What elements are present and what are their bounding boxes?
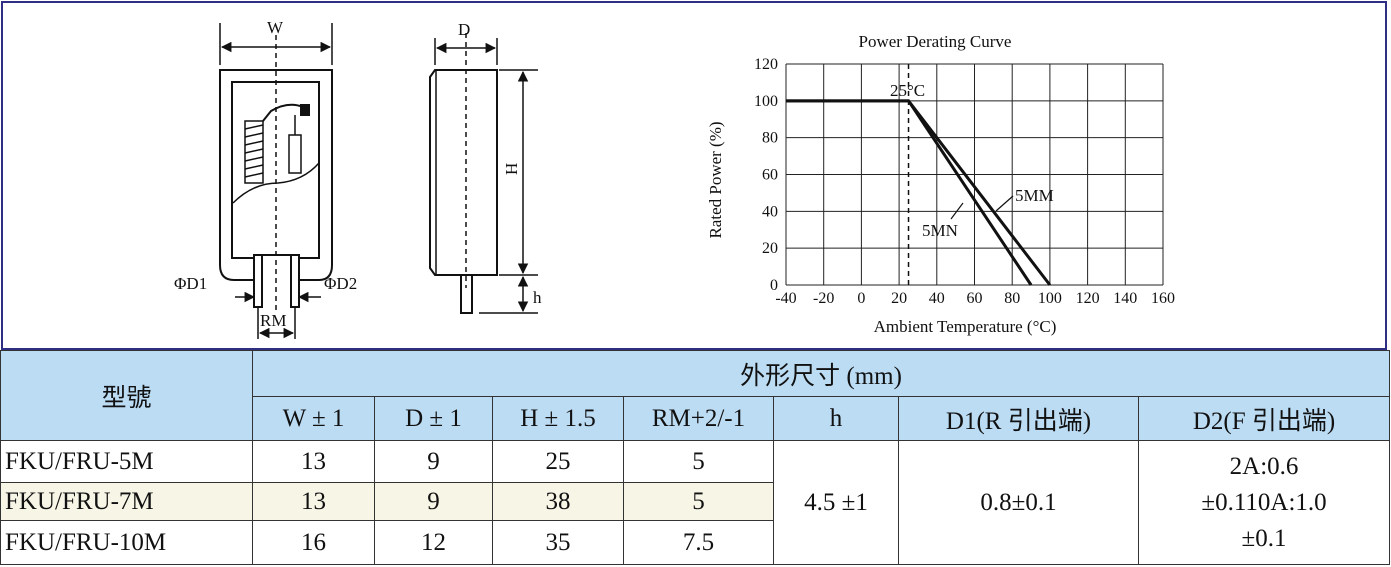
side-height-label: H xyxy=(502,163,521,175)
rm-cell: 5 xyxy=(623,440,774,483)
diagram-panel: W ΦD1 ΦD2 RM D H h Power Derating Curve … xyxy=(1,1,1387,350)
chart-y-tick-label: 120 xyxy=(754,56,778,73)
chart-title: Power Derating Curve xyxy=(859,32,1012,51)
col-header-d2: D2(F 引出端) xyxy=(1137,396,1391,441)
chart-x-tick-label: 20 xyxy=(891,290,907,307)
d2-line-3: ±0.1 xyxy=(1241,524,1287,552)
h-cell: 25 xyxy=(492,440,624,483)
derating-chart: Power Derating Curve Rated Power (%) Amb… xyxy=(706,32,1175,336)
chart-y-tick-label: 100 xyxy=(754,93,778,110)
front-d1-label: ΦD1 xyxy=(174,274,207,293)
rm-cell: 7.5 xyxy=(623,520,774,565)
chart-series-leader xyxy=(995,195,1014,212)
chart-y-tick-label: 20 xyxy=(762,240,778,257)
chart-x-tick-label: -40 xyxy=(775,290,796,307)
chart-x-tick-label: 100 xyxy=(1038,290,1062,307)
col-header-lead: h xyxy=(773,396,899,441)
chart-y-tick-label: 40 xyxy=(762,203,778,220)
table-row: FKU/FRU-5M 13 9 25 5 4.5 ±1 0.8±0.1 2A:0… xyxy=(0,440,1391,565)
col-header-d1: D1(R 引出端) xyxy=(898,396,1139,441)
spec-table: 型號 外形尺寸 (mm) W ± 1 D ± 1 H ± 1.5 RM+2/-1… xyxy=(0,350,1391,565)
d-cell: 12 xyxy=(374,520,493,565)
model-cell: FKU/FRU-7M xyxy=(0,482,253,521)
table-row: FKU/FRU-10M 16 12 35 7.5 xyxy=(0,520,1390,565)
chart-series-label: 5MM xyxy=(1015,186,1054,205)
chart-grid xyxy=(785,63,1164,286)
front-width-label: W xyxy=(267,18,284,37)
rm-cell: 5 xyxy=(623,482,774,521)
model-header: 型號 xyxy=(0,350,253,441)
d2-line-2: ±0.110A:1.0 xyxy=(1201,488,1327,516)
chart-series-line xyxy=(786,99,1052,286)
w-cell: 13 xyxy=(252,482,375,521)
model-cell: FKU/FRU-10M xyxy=(0,520,253,565)
col-header-h: H ± 1.5 xyxy=(492,396,624,441)
d1-cell: 0.8±0.1 xyxy=(898,440,1139,565)
chart-x-tick-label: 80 xyxy=(1004,290,1020,307)
chart-ticks: -40 -20 0 20 40 60 80 100 120 140 160 0 20 40 60 80 100 1… xyxy=(754,56,1175,307)
front-rm-label: RM xyxy=(260,311,286,330)
chart-y-tick-label: 0 xyxy=(770,277,778,294)
table-row: FKU/FRU-7M 13 9 38 5 xyxy=(0,482,1390,521)
front-d2-label: ΦD2 xyxy=(324,274,357,293)
model-cell: FKU/FRU-5M xyxy=(0,440,253,483)
side-depth-label: D xyxy=(458,20,470,39)
chart-x-tick-label: 120 xyxy=(1076,290,1100,307)
d2-line-1: 2A:0.6 xyxy=(1229,452,1299,480)
chart-x-tick-label: 40 xyxy=(929,290,945,307)
chart-x-tick-label: -20 xyxy=(813,290,834,307)
lead-length-cell: 4.5 ±1 xyxy=(773,440,899,565)
chart-series xyxy=(786,99,1052,286)
chart-x-tick-label: 60 xyxy=(967,290,983,307)
h-cell: 35 xyxy=(492,520,624,565)
chart-x-tick-label: 140 xyxy=(1113,290,1137,307)
chart-y-tick-label: 80 xyxy=(762,130,778,147)
w-cell: 16 xyxy=(252,520,375,565)
d-cell: 9 xyxy=(374,440,493,483)
chart-x-axis-label: Ambient Temperature (°C) xyxy=(874,317,1057,336)
side-lead-label: h xyxy=(533,288,542,307)
chart-y-axis-label: Rated Power (%) xyxy=(706,121,725,238)
d-cell: 9 xyxy=(374,482,493,521)
w-cell: 13 xyxy=(252,440,375,483)
diagram-canvas: W ΦD1 ΦD2 RM D H h Power Derating Curve … xyxy=(174,18,1175,339)
side-view-drawing xyxy=(429,33,538,314)
col-header-rm: RM+2/-1 xyxy=(623,396,774,441)
chart-series-label: 5MN xyxy=(922,221,958,240)
chart-x-tick-label: 0 xyxy=(857,290,865,307)
chart-reference-label: 25°C xyxy=(890,81,925,100)
front-view-drawing xyxy=(219,23,333,339)
col-header-d: D ± 1 xyxy=(374,396,493,441)
dimension-group-header: 外形尺寸 (mm) xyxy=(251,350,1391,397)
chart-series-leader xyxy=(950,202,964,220)
h-cell: 38 xyxy=(492,482,624,521)
col-header-w: W ± 1 xyxy=(252,396,375,441)
chart-y-tick-label: 60 xyxy=(762,167,778,184)
d2-cell: 2A:0.6 ±0.110A:1.0 ±0.1 xyxy=(1137,440,1391,565)
chart-x-tick-label: 160 xyxy=(1151,290,1175,307)
chart-annotations: 25°C 5MN 5MM xyxy=(890,64,1054,285)
